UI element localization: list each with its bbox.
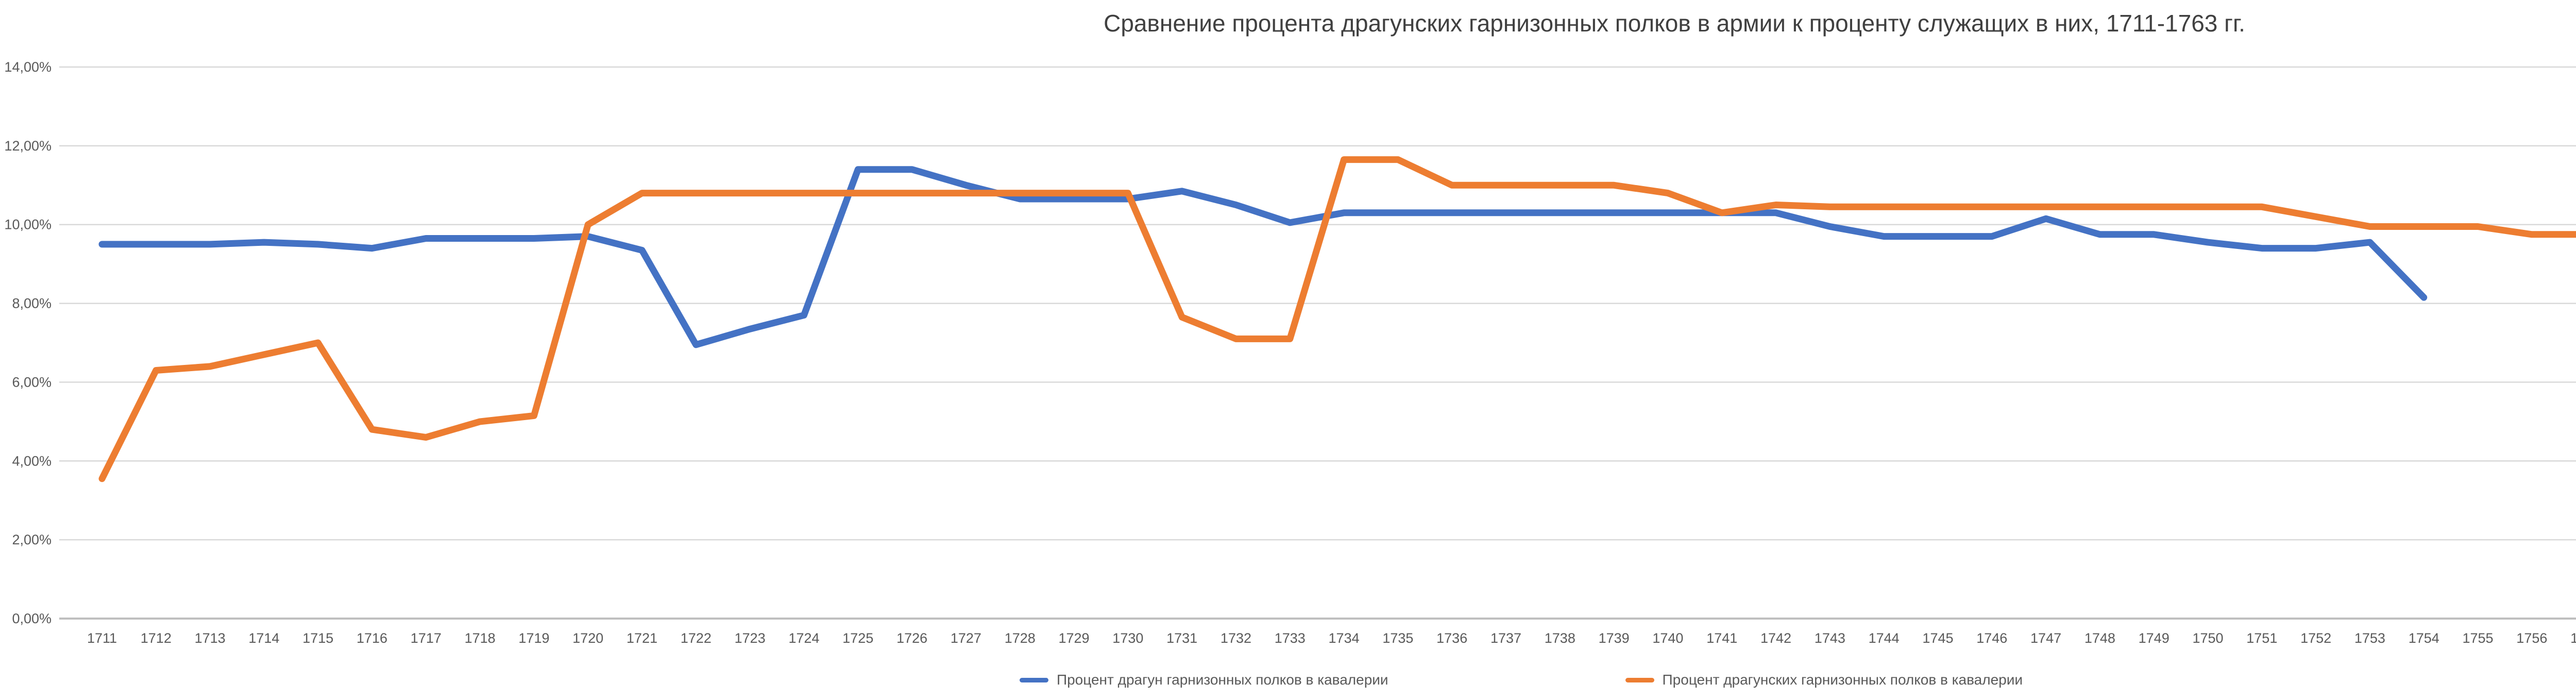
x-axis-tick-label: 1714	[248, 630, 279, 646]
y-axis-tick-label: 6,00%	[12, 374, 52, 390]
x-axis-tick-label: 1723	[735, 630, 766, 646]
y-axis-tick-label: 4,00%	[12, 453, 52, 469]
x-axis-tick-label: 1721	[626, 630, 657, 646]
x-axis-tick-label: 1729	[1058, 630, 1089, 646]
y-axis-tick-label: 8,00%	[12, 296, 52, 311]
x-axis-tick-label: 1727	[951, 630, 981, 646]
x-axis-tick-label: 1754	[2409, 630, 2439, 646]
x-axis-tick-label: 1731	[1166, 630, 1197, 646]
x-axis-tick-label: 1756	[2516, 630, 2547, 646]
x-axis-tick-label: 1740	[1652, 630, 1683, 646]
x-axis-tick-label: 1718	[465, 630, 496, 646]
legend-swatch-2	[1625, 677, 1654, 682]
x-axis-tick-label: 1755	[2462, 630, 2493, 646]
legend-item-1: Процент драгун гарнизонных полков в кава…	[1019, 672, 1388, 688]
series-line-2	[98, 156, 2576, 482]
x-axis-tick-label: 1752	[2300, 630, 2331, 646]
x-axis-tick-label: 1734	[1329, 630, 1360, 646]
x-axis-tick-label: 1716	[357, 630, 387, 646]
x-axis-tick-label: 1745	[1922, 630, 1953, 646]
x-axis-tick-label: 1733	[1275, 630, 1306, 646]
x-axis-tick-label: 1711	[87, 630, 117, 646]
legend-item-2: Процент драгунских гарнизонных полков в …	[1625, 672, 2023, 688]
x-axis-tick-label: 1751	[2246, 630, 2277, 646]
x-axis-tick-label: 1757	[2570, 630, 2576, 646]
y-axis-tick-label: 14,00%	[4, 59, 52, 75]
x-axis-tick-label: 1736	[1436, 630, 1467, 646]
x-axis-tick-label: 1748	[2084, 630, 2115, 646]
x-axis-tick-label: 1732	[1221, 630, 1251, 646]
x-axis-tick-label: 1743	[1815, 630, 1845, 646]
y-axis-tick-label: 12,00%	[4, 138, 52, 154]
y-axis-tick-label: 10,00%	[4, 217, 52, 232]
x-axis-tick-label: 1749	[2139, 630, 2170, 646]
x-axis-tick-label: 1738	[1545, 630, 1575, 646]
x-axis-tick-label: 1735	[1382, 630, 1413, 646]
x-axis-tick-label: 1730	[1112, 630, 1143, 646]
x-axis-tick-label: 1725	[842, 630, 873, 646]
x-axis-tick-label: 1712	[141, 630, 172, 646]
x-axis-tick-label: 1722	[681, 630, 711, 646]
x-axis-tick-label: 1719	[518, 630, 549, 646]
legend-swatch-1	[1019, 677, 1048, 682]
x-axis-tick-label: 1747	[2030, 630, 2061, 646]
x-axis-tick-label: 1717	[411, 630, 442, 646]
y-axis-tick-label: 2,00%	[12, 532, 52, 547]
x-axis-tick-label: 1724	[788, 630, 819, 646]
legend-label-1: Процент драгун гарнизонных полков в кава…	[1056, 672, 1388, 688]
x-axis-tick-label: 1746	[1976, 630, 2007, 646]
x-axis-tick-label: 1715	[302, 630, 333, 646]
x-axis-tick-label: 1720	[572, 630, 603, 646]
x-axis-tick-label: 1744	[1869, 630, 1900, 646]
x-axis-tick-label: 1741	[1706, 630, 1737, 646]
legend: Процент драгун гарнизонных полков в кава…	[45, 667, 2576, 693]
x-axis-tick-label: 1726	[896, 630, 927, 646]
x-axis-tick-label: 1753	[2354, 630, 2385, 646]
x-axis-tick-label: 1713	[195, 630, 226, 646]
x-axis-tick-label: 1737	[1490, 630, 1521, 646]
chart-title: Сравнение процента драгунских гарнизонны…	[1104, 10, 2245, 37]
x-axis-tick-label: 1739	[1599, 630, 1630, 646]
x-axis-tick-label: 1750	[2192, 630, 2223, 646]
x-axis-tick-label: 1742	[1760, 630, 1791, 646]
series-line-1	[98, 166, 2428, 348]
y-axis-tick-label: 0,00%	[12, 611, 52, 626]
x-axis-tick-label: 1728	[1005, 630, 1036, 646]
legend-label-2: Процент драгунских гарнизонных полков в …	[1662, 672, 2023, 688]
